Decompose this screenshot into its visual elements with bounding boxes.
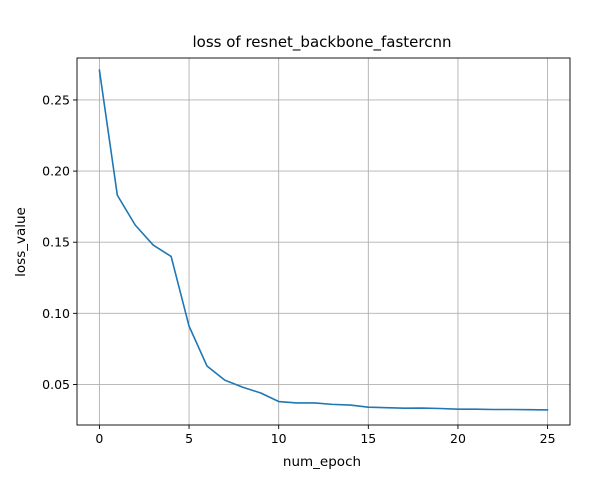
x-tick-label: 25 [540,431,556,446]
x-tick-label: 20 [450,431,466,446]
x-axis-label: num_epoch [283,454,361,470]
y-tick-label: 0.25 [42,92,70,107]
chart-title: loss of resnet_backbone_fastercnn [192,33,451,52]
loss-series-line [98,69,549,411]
y-tick-label: 0.10 [42,306,70,321]
y-axis-label: loss_value [13,207,29,277]
series-group [98,69,549,411]
x-tick-label: 0 [95,431,103,446]
x-tick-label: 5 [185,431,193,446]
y-tick-label: 0.20 [42,164,70,179]
axis-ticks: 0 5 10 15 20 25 0.05 0.10 0.15 0.20 0.25 [42,92,555,446]
y-tick-label: 0.05 [42,377,70,392]
y-tick-label: 0.15 [42,235,70,250]
x-tick-label: 15 [360,431,376,446]
x-tick-label: 10 [271,431,287,446]
plot-area-frame [76,57,571,426]
grid [77,58,570,425]
